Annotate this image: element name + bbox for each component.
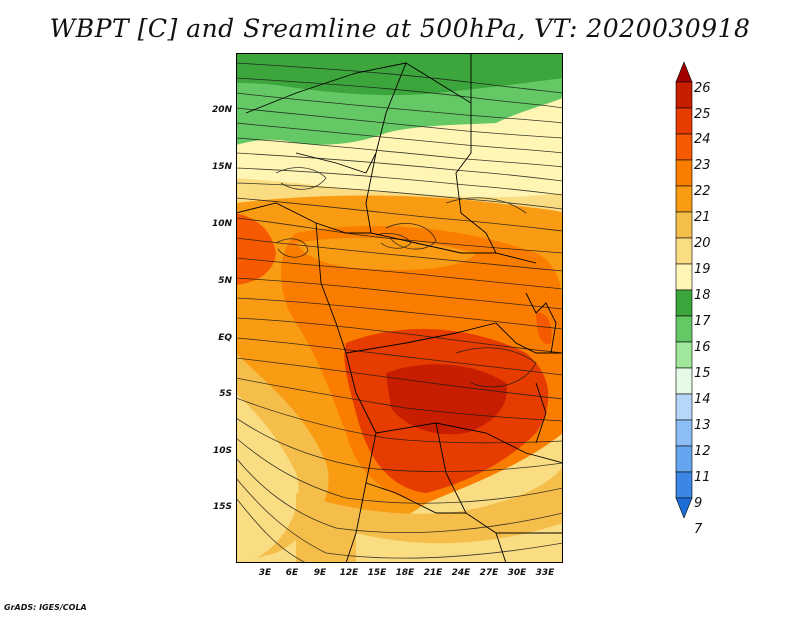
colorbar-swatch — [675, 289, 693, 317]
colorbar-swatch — [675, 367, 693, 395]
colorbar-swatch — [675, 237, 693, 265]
lon-label-9e: 9E — [313, 568, 327, 578]
colorbar-label-25: 25 — [694, 107, 711, 122]
lat-label-15s: 15S — [212, 502, 232, 512]
lat-label-10n: 10N — [211, 219, 232, 229]
colorbar-swatch — [675, 159, 693, 187]
colorbar-label-26: 26 — [694, 81, 711, 96]
chart-title: WBPT [C] and Sreamline at 500hPa, VT: 20… — [49, 14, 751, 43]
colorbar-label-17: 17 — [694, 314, 711, 329]
lat-label-5n: 5N — [218, 276, 232, 286]
colorbar-label-12: 12 — [694, 444, 711, 459]
colorbar-label-15: 15 — [694, 366, 711, 381]
colorbar-label-22: 22 — [694, 184, 711, 199]
lat-label-20n: 20N — [211, 105, 232, 115]
colorbar-label-7: 7 — [694, 522, 703, 537]
colorbar-swatch — [675, 263, 693, 291]
lat-label-15n: 15N — [211, 162, 232, 172]
colorbar-swatch — [675, 341, 693, 369]
colorbar-label-18: 18 — [694, 288, 711, 303]
lon-label-27e: 27E — [479, 568, 499, 578]
colorbar-label-13: 13 — [694, 418, 711, 433]
colorbar-label-21: 21 — [694, 210, 711, 225]
colorbar-label-19: 19 — [694, 262, 711, 277]
lon-label-30e: 30E — [507, 568, 527, 578]
colorbar-label-23: 23 — [694, 158, 711, 173]
lon-label-12e: 12E — [339, 568, 359, 578]
colorbar-label-11: 11 — [694, 470, 711, 485]
streamlines — [236, 62, 563, 563]
colorbar-label-20: 20 — [694, 236, 711, 251]
lon-label-3e: 3E — [258, 568, 272, 578]
lat-label-10s: 10S — [212, 446, 232, 456]
colorbar-label-24: 24 — [694, 132, 711, 147]
colorbar-swatch — [675, 133, 693, 161]
lon-label-15e: 15E — [367, 568, 387, 578]
wbpt-field — [236, 53, 563, 563]
lon-label-24e: 24E — [451, 568, 471, 578]
country-borders — [236, 53, 563, 563]
colorbar-swatch — [675, 393, 693, 421]
colorbar-swatch — [675, 315, 693, 343]
field-dark-green — [236, 53, 563, 96]
colorbar-label-16: 16 — [694, 340, 711, 355]
colorbar-swatch — [675, 445, 693, 473]
colorbar-label-9: 9 — [694, 496, 703, 511]
colorbar-bottom-arrow — [675, 497, 693, 519]
colorbar — [675, 61, 693, 519]
colorbar-swatch — [675, 419, 693, 447]
lon-label-21e: 21E — [423, 568, 443, 578]
lat-label-eq: EQ — [218, 333, 232, 343]
colorbar-swatch — [675, 471, 693, 499]
lon-label-18e: 18E — [395, 568, 415, 578]
colorbar-swatch — [675, 211, 693, 239]
map-frame — [236, 53, 563, 563]
colorbar-label-14: 14 — [694, 392, 711, 407]
colorbar-swatch — [675, 107, 693, 135]
lat-label-5s: 5S — [219, 389, 232, 399]
lon-label-33e: 33E — [535, 568, 555, 578]
grads-credit: GrADS: IGES/COLA — [4, 603, 87, 612]
colorbar-top-arrow — [675, 61, 693, 83]
colorbar-swatch — [675, 81, 693, 109]
lon-label-6e: 6E — [285, 568, 299, 578]
map-panel — [236, 53, 563, 563]
colorbar-swatch — [675, 185, 693, 213]
